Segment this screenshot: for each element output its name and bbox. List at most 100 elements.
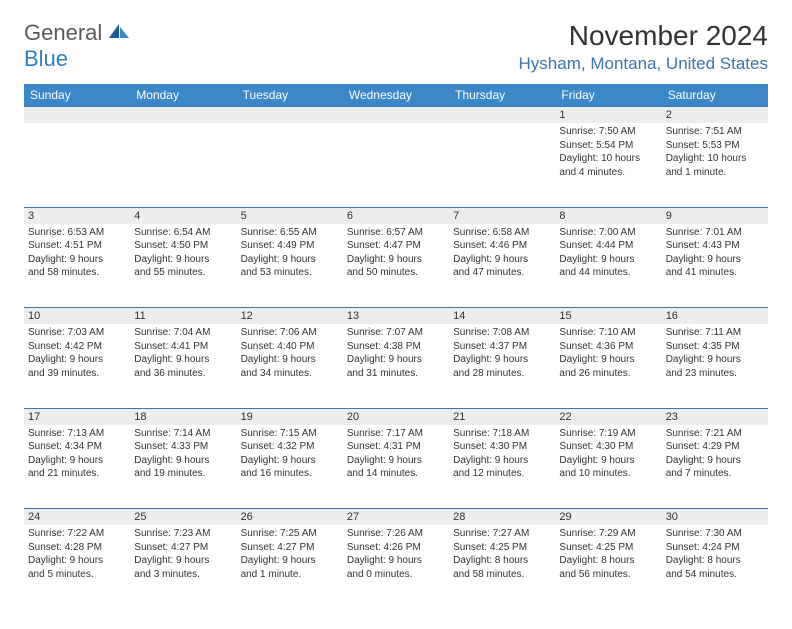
- daylight-text-1: Daylight: 9 hours: [453, 353, 551, 367]
- daylight-text-2: and 7 minutes.: [666, 467, 764, 481]
- daylight-text-1: Daylight: 9 hours: [241, 353, 339, 367]
- daylight-text-2: and 26 minutes.: [559, 367, 657, 381]
- day-number-cell: 4: [130, 207, 236, 224]
- daylight-text-2: and 14 minutes.: [347, 467, 445, 481]
- day-number-row: 24252627282930: [24, 509, 768, 526]
- daylight-text-2: and 56 minutes.: [559, 568, 657, 582]
- day-content-row: Sunrise: 7:03 AMSunset: 4:42 PMDaylight:…: [24, 324, 768, 408]
- day-number-cell: 13: [343, 308, 449, 325]
- day-content: Sunrise: 6:55 AMSunset: 4:49 PMDaylight:…: [237, 224, 343, 286]
- sunrise-text: Sunrise: 7:30 AM: [666, 527, 764, 541]
- sunrise-text: Sunrise: 7:19 AM: [559, 427, 657, 441]
- sunrise-text: Sunrise: 7:27 AM: [453, 527, 551, 541]
- day-content: Sunrise: 6:53 AMSunset: 4:51 PMDaylight:…: [24, 224, 130, 286]
- day-content: Sunrise: 7:14 AMSunset: 4:33 PMDaylight:…: [130, 425, 236, 487]
- day-number-cell: 24: [24, 509, 130, 526]
- daylight-text-1: Daylight: 9 hours: [241, 253, 339, 267]
- day-number-cell: 5: [237, 207, 343, 224]
- sunrise-text: Sunrise: 7:17 AM: [347, 427, 445, 441]
- day-content: Sunrise: 6:58 AMSunset: 4:46 PMDaylight:…: [449, 224, 555, 286]
- day-content-cell: Sunrise: 6:57 AMSunset: 4:47 PMDaylight:…: [343, 224, 449, 308]
- day-content-cell: Sunrise: 7:10 AMSunset: 4:36 PMDaylight:…: [555, 324, 661, 408]
- daylight-text-1: Daylight: 9 hours: [453, 454, 551, 468]
- sunrise-text: Sunrise: 7:07 AM: [347, 326, 445, 340]
- sunset-text: Sunset: 4:36 PM: [559, 340, 657, 354]
- sunrise-text: Sunrise: 7:11 AM: [666, 326, 764, 340]
- daylight-text-2: and 4 minutes.: [559, 166, 657, 180]
- logo: General Blue: [24, 20, 129, 72]
- day-content-cell: Sunrise: 7:19 AMSunset: 4:30 PMDaylight:…: [555, 425, 661, 509]
- day-number-cell: 30: [662, 509, 768, 526]
- day-number-cell: 28: [449, 509, 555, 526]
- daylight-text-2: and 36 minutes.: [134, 367, 232, 381]
- day-content-row: Sunrise: 6:53 AMSunset: 4:51 PMDaylight:…: [24, 224, 768, 308]
- day-number-row: 3456789: [24, 207, 768, 224]
- day-number-cell: 12: [237, 308, 343, 325]
- sunset-text: Sunset: 4:24 PM: [666, 541, 764, 555]
- daylight-text-2: and 58 minutes.: [28, 266, 126, 280]
- sunrise-text: Sunrise: 7:50 AM: [559, 125, 657, 139]
- sunrise-text: Sunrise: 6:54 AM: [134, 226, 232, 240]
- logo-blue: Blue: [24, 46, 68, 71]
- sunrise-text: Sunrise: 7:18 AM: [453, 427, 551, 441]
- weekday-header: Friday: [555, 84, 661, 107]
- day-number-cell: 15: [555, 308, 661, 325]
- sunrise-text: Sunrise: 7:04 AM: [134, 326, 232, 340]
- day-number-row: 10111213141516: [24, 308, 768, 325]
- day-content-cell: Sunrise: 7:17 AMSunset: 4:31 PMDaylight:…: [343, 425, 449, 509]
- sunrise-text: Sunrise: 7:00 AM: [559, 226, 657, 240]
- day-content-cell: Sunrise: 7:04 AMSunset: 4:41 PMDaylight:…: [130, 324, 236, 408]
- day-content: Sunrise: 7:19 AMSunset: 4:30 PMDaylight:…: [555, 425, 661, 487]
- daylight-text-1: Daylight: 9 hours: [28, 253, 126, 267]
- day-number-cell: 18: [130, 408, 236, 425]
- day-number-row: 12: [24, 107, 768, 124]
- day-content: Sunrise: 7:13 AMSunset: 4:34 PMDaylight:…: [24, 425, 130, 487]
- sunrise-text: Sunrise: 7:03 AM: [28, 326, 126, 340]
- location: Hysham, Montana, United States: [519, 54, 768, 74]
- day-content: Sunrise: 7:15 AMSunset: 4:32 PMDaylight:…: [237, 425, 343, 487]
- day-content: Sunrise: 7:22 AMSunset: 4:28 PMDaylight:…: [24, 525, 130, 587]
- sunset-text: Sunset: 5:54 PM: [559, 139, 657, 153]
- weekday-header: Wednesday: [343, 84, 449, 107]
- day-number-cell: [449, 107, 555, 124]
- daylight-text-2: and 53 minutes.: [241, 266, 339, 280]
- weekday-header: Sunday: [24, 84, 130, 107]
- day-content: Sunrise: 7:06 AMSunset: 4:40 PMDaylight:…: [237, 324, 343, 386]
- sunset-text: Sunset: 4:30 PM: [559, 440, 657, 454]
- day-content: Sunrise: 6:57 AMSunset: 4:47 PMDaylight:…: [343, 224, 449, 286]
- sunrise-text: Sunrise: 7:08 AM: [453, 326, 551, 340]
- sunrise-text: Sunrise: 7:51 AM: [666, 125, 764, 139]
- day-number-cell: 8: [555, 207, 661, 224]
- day-number-cell: 14: [449, 308, 555, 325]
- day-number-cell: [24, 107, 130, 124]
- day-content-cell: Sunrise: 7:15 AMSunset: 4:32 PMDaylight:…: [237, 425, 343, 509]
- daylight-text-1: Daylight: 9 hours: [666, 454, 764, 468]
- day-content: Sunrise: 7:10 AMSunset: 4:36 PMDaylight:…: [555, 324, 661, 386]
- daylight-text-2: and 58 minutes.: [453, 568, 551, 582]
- sunrise-text: Sunrise: 6:58 AM: [453, 226, 551, 240]
- daylight-text-2: and 31 minutes.: [347, 367, 445, 381]
- day-content-cell: Sunrise: 7:21 AMSunset: 4:29 PMDaylight:…: [662, 425, 768, 509]
- daylight-text-1: Daylight: 9 hours: [241, 454, 339, 468]
- sunset-text: Sunset: 4:38 PM: [347, 340, 445, 354]
- sunrise-text: Sunrise: 7:15 AM: [241, 427, 339, 441]
- day-number-cell: 20: [343, 408, 449, 425]
- day-content-cell: Sunrise: 7:03 AMSunset: 4:42 PMDaylight:…: [24, 324, 130, 408]
- daylight-text-1: Daylight: 9 hours: [559, 454, 657, 468]
- day-content-cell: Sunrise: 7:14 AMSunset: 4:33 PMDaylight:…: [130, 425, 236, 509]
- day-content-cell: Sunrise: 7:18 AMSunset: 4:30 PMDaylight:…: [449, 425, 555, 509]
- day-content-cell: Sunrise: 7:25 AMSunset: 4:27 PMDaylight:…: [237, 525, 343, 609]
- sunset-text: Sunset: 4:33 PM: [134, 440, 232, 454]
- day-number-cell: 1: [555, 107, 661, 124]
- daylight-text-2: and 55 minutes.: [134, 266, 232, 280]
- month-title: November 2024: [519, 20, 768, 52]
- day-content-cell: [449, 123, 555, 207]
- daylight-text-1: Daylight: 8 hours: [666, 554, 764, 568]
- daylight-text-1: Daylight: 9 hours: [666, 253, 764, 267]
- day-content: Sunrise: 7:29 AMSunset: 4:25 PMDaylight:…: [555, 525, 661, 587]
- day-content: Sunrise: 7:27 AMSunset: 4:25 PMDaylight:…: [449, 525, 555, 587]
- day-content: Sunrise: 7:01 AMSunset: 4:43 PMDaylight:…: [662, 224, 768, 286]
- day-content-cell: [24, 123, 130, 207]
- day-content: Sunrise: 7:04 AMSunset: 4:41 PMDaylight:…: [130, 324, 236, 386]
- weekday-header: Saturday: [662, 84, 768, 107]
